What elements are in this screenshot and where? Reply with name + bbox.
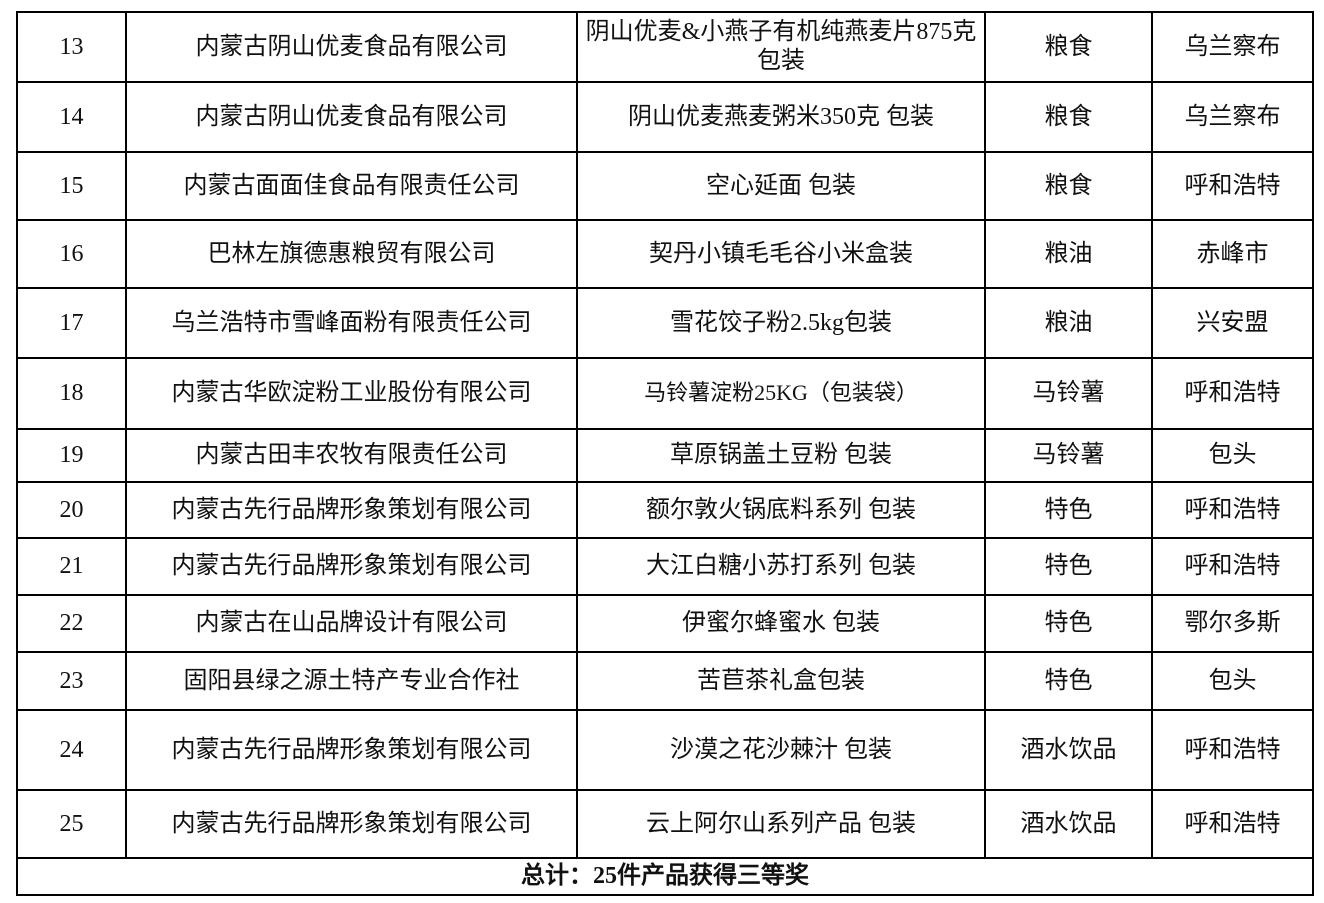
total-summary: 总计：25件产品获得三等奖 (16, 857, 1314, 896)
row-number: 25 (16, 789, 127, 859)
city-cell: 包头 (1151, 651, 1314, 711)
table-row: 17 乌兰浩特市雪峰面粉有限责任公司 雪花饺子粉2.5kg包装 粮油 兴安盟 (16, 287, 1314, 359)
city-cell: 包头 (1151, 428, 1314, 483)
product-cell: 沙漠之花沙棘汁 包装 (576, 709, 986, 791)
category-cell: 粮油 (984, 287, 1153, 359)
row-number: 15 (16, 151, 127, 221)
category-cell: 粮食 (984, 11, 1153, 83)
city-cell: 乌兰察布 (1151, 81, 1314, 153)
row-number: 20 (16, 481, 127, 539)
category-cell: 特色 (984, 481, 1153, 539)
product-cell: 阴山优麦&小燕子有机纯燕麦片875克 包装 (576, 11, 986, 83)
table-row: 14 内蒙古阴山优麦食品有限公司 阴山优麦燕麦粥米350克 包装 粮食 乌兰察布 (16, 81, 1314, 153)
category-cell: 酒水饮品 (984, 789, 1153, 859)
company-cell: 内蒙古田丰农牧有限责任公司 (125, 428, 578, 483)
row-number: 19 (16, 428, 127, 483)
city-cell: 呼和浩特 (1151, 789, 1314, 859)
product-cell: 苦苣茶礼盒包装 (576, 651, 986, 711)
product-cell: 契丹小镇毛毛谷小米盒装 (576, 219, 986, 289)
company-cell: 内蒙古在山品牌设计有限公司 (125, 594, 578, 653)
row-number: 24 (16, 709, 127, 791)
category-cell: 粮食 (984, 151, 1153, 221)
table-row: 25 内蒙古先行品牌形象策划有限公司 云上阿尔山系列产品 包装 酒水饮品 呼和浩… (16, 789, 1314, 859)
row-number: 21 (16, 537, 127, 596)
category-cell: 特色 (984, 651, 1153, 711)
company-cell: 内蒙古先行品牌形象策划有限公司 (125, 537, 578, 596)
product-cell: 额尔敦火锅底料系列 包装 (576, 481, 986, 539)
product-cell: 伊蜜尔蜂蜜水 包装 (576, 594, 986, 653)
product-cell: 空心延面 包装 (576, 151, 986, 221)
product-cell: 草原锅盖土豆粉 包装 (576, 428, 986, 483)
table-row: 24 内蒙古先行品牌形象策划有限公司 沙漠之花沙棘汁 包装 酒水饮品 呼和浩特 (16, 709, 1314, 791)
company-cell: 内蒙古阴山优麦食品有限公司 (125, 81, 578, 153)
city-cell: 赤峰市 (1151, 219, 1314, 289)
city-cell: 呼和浩特 (1151, 151, 1314, 221)
product-cell: 大江白糖小苏打系列 包装 (576, 537, 986, 596)
product-cell: 云上阿尔山系列产品 包装 (576, 789, 986, 859)
awards-table: 13 内蒙古阴山优麦食品有限公司 阴山优麦&小燕子有机纯燕麦片875克 包装 粮… (16, 11, 1314, 896)
city-cell: 呼和浩特 (1151, 537, 1314, 596)
city-cell: 呼和浩特 (1151, 709, 1314, 791)
row-number: 17 (16, 287, 127, 359)
category-cell: 粮食 (984, 81, 1153, 153)
row-number: 22 (16, 594, 127, 653)
table-row: 20 内蒙古先行品牌形象策划有限公司 额尔敦火锅底料系列 包装 特色 呼和浩特 (16, 481, 1314, 539)
category-cell: 粮油 (984, 219, 1153, 289)
city-cell: 兴安盟 (1151, 287, 1314, 359)
category-cell: 马铃薯 (984, 357, 1153, 430)
company-cell: 内蒙古先行品牌形象策划有限公司 (125, 789, 578, 859)
table-row: 21 内蒙古先行品牌形象策划有限公司 大江白糖小苏打系列 包装 特色 呼和浩特 (16, 537, 1314, 596)
category-cell: 酒水饮品 (984, 709, 1153, 791)
row-number: 23 (16, 651, 127, 711)
product-cell: 阴山优麦燕麦粥米350克 包装 (576, 81, 986, 153)
total-row: 总计：25件产品获得三等奖 (16, 857, 1314, 896)
company-cell: 内蒙古先行品牌形象策划有限公司 (125, 709, 578, 791)
category-cell: 特色 (984, 594, 1153, 653)
company-cell: 内蒙古华欧淀粉工业股份有限公司 (125, 357, 578, 430)
product-cell: 雪花饺子粉2.5kg包装 (576, 287, 986, 359)
company-cell: 内蒙古面面佳食品有限责任公司 (125, 151, 578, 221)
table-row: 19 内蒙古田丰农牧有限责任公司 草原锅盖土豆粉 包装 马铃薯 包头 (16, 428, 1314, 483)
table-row: 23 固阳县绿之源土特产专业合作社 苦苣茶礼盒包装 特色 包头 (16, 651, 1314, 711)
company-cell: 巴林左旗德惠粮贸有限公司 (125, 219, 578, 289)
table-row: 22 内蒙古在山品牌设计有限公司 伊蜜尔蜂蜜水 包装 特色 鄂尔多斯 (16, 594, 1314, 653)
company-cell: 固阳县绿之源土特产专业合作社 (125, 651, 578, 711)
row-number: 14 (16, 81, 127, 153)
city-cell: 呼和浩特 (1151, 481, 1314, 539)
table-row: 13 内蒙古阴山优麦食品有限公司 阴山优麦&小燕子有机纯燕麦片875克 包装 粮… (16, 11, 1314, 83)
city-cell: 乌兰察布 (1151, 11, 1314, 83)
table-row: 18 内蒙古华欧淀粉工业股份有限公司 马铃薯淀粉25KG（包装袋） 马铃薯 呼和… (16, 357, 1314, 430)
document-page: 13 内蒙古阴山优麦食品有限公司 阴山优麦&小燕子有机纯燕麦片875克 包装 粮… (16, 11, 1314, 896)
row-number: 18 (16, 357, 127, 430)
category-cell: 特色 (984, 537, 1153, 596)
row-number: 13 (16, 11, 127, 83)
company-cell: 内蒙古阴山优麦食品有限公司 (125, 11, 578, 83)
product-cell: 马铃薯淀粉25KG（包装袋） (576, 357, 986, 430)
table-row: 16 巴林左旗德惠粮贸有限公司 契丹小镇毛毛谷小米盒装 粮油 赤峰市 (16, 219, 1314, 289)
city-cell: 呼和浩特 (1151, 357, 1314, 430)
row-number: 16 (16, 219, 127, 289)
company-cell: 乌兰浩特市雪峰面粉有限责任公司 (125, 287, 578, 359)
category-cell: 马铃薯 (984, 428, 1153, 483)
table-row: 15 内蒙古面面佳食品有限责任公司 空心延面 包装 粮食 呼和浩特 (16, 151, 1314, 221)
company-cell: 内蒙古先行品牌形象策划有限公司 (125, 481, 578, 539)
city-cell: 鄂尔多斯 (1151, 594, 1314, 653)
